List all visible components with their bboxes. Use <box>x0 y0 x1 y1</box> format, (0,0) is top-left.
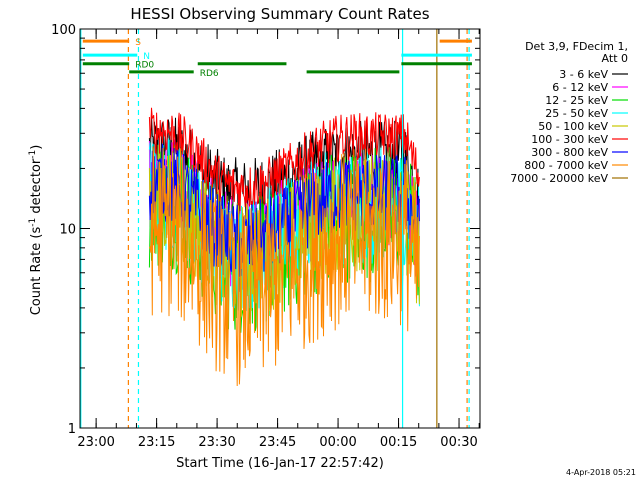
legend-entry-5: 100 - 300 keV <box>531 133 608 146</box>
legend-entry-6: 300 - 800 keV <box>531 146 608 159</box>
chart-title: HESSI Observing Summary Count Rates <box>130 5 429 23</box>
legend-entry-4: 50 - 100 keV <box>538 120 608 133</box>
x-tick-label-5: 00:15 <box>380 435 417 450</box>
x-tick-label-1: 23:15 <box>138 435 175 450</box>
legend-entry-3: 25 - 50 keV <box>545 107 608 120</box>
legend-entry-0: 3 - 6 keV <box>559 68 608 81</box>
x-tick-label-4: 00:00 <box>319 435 356 450</box>
footer-date: 4-Apr-2018 05:21 <box>566 468 636 477</box>
legend-entry-2: 12 - 25 keV <box>545 94 608 107</box>
series-line-6 <box>148 143 420 278</box>
x-tick-label-3: 23:45 <box>259 435 296 450</box>
legend-entry-8: 7000 - 20000 keV <box>510 172 608 185</box>
series-line-5 <box>148 107 420 212</box>
legend-entry-7: 800 - 7000 keV <box>524 159 608 172</box>
y-axis-label: Count Rate (s-1 detector-1) <box>28 145 44 316</box>
flag-label-0: S <box>135 38 141 48</box>
flag-label-2: RD0 <box>135 61 154 71</box>
legend-header-1: Att 0 <box>602 52 628 65</box>
series-line-7 <box>148 146 420 387</box>
x-tick-label-6: 00:30 <box>440 435 477 450</box>
series-line-4 <box>148 144 420 317</box>
x-tick-label-2: 23:30 <box>198 435 235 450</box>
y-tick-label-1: 10 <box>59 223 76 238</box>
axes-layer: 23:00 23:15 23:30 23:45 00:00 00:15 00:30 1 10 10… <box>51 23 481 450</box>
flag-label-1: N <box>143 52 150 62</box>
flag-label-3: RD6 <box>200 69 219 79</box>
x-axis-label: Start Time (16-Jan-17 22:57:42) <box>176 456 384 471</box>
y-tick-label-0: 1 <box>68 422 76 437</box>
legend-header-0: Det 3,9, FDecim 1, <box>525 40 628 53</box>
series-layer <box>148 107 420 387</box>
y-tick-label-2: 100 <box>51 23 76 38</box>
x-tick-label-0: 23:00 <box>77 435 114 450</box>
legend-entry-1: 6 - 12 keV <box>552 81 608 94</box>
